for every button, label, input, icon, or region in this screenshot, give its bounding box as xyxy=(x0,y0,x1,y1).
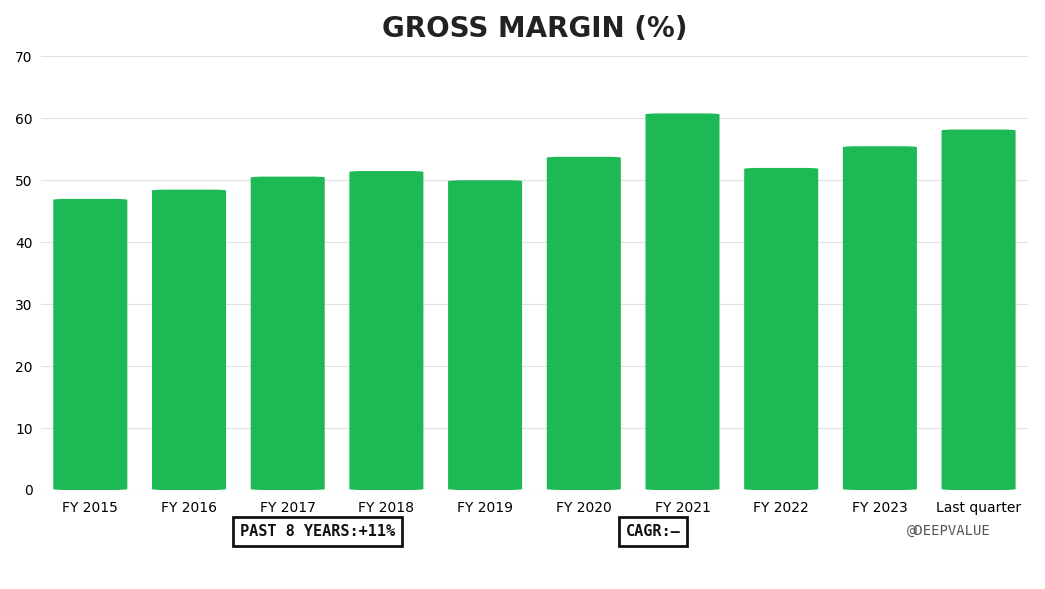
FancyBboxPatch shape xyxy=(152,190,226,490)
Text: PAST 8 YEARS:+11%: PAST 8 YEARS:+11% xyxy=(239,524,395,539)
FancyBboxPatch shape xyxy=(744,168,818,490)
FancyBboxPatch shape xyxy=(942,130,1016,490)
FancyBboxPatch shape xyxy=(251,177,325,490)
FancyBboxPatch shape xyxy=(349,171,423,490)
Text: CAGR:–: CAGR:– xyxy=(626,524,680,539)
FancyBboxPatch shape xyxy=(448,180,522,490)
FancyBboxPatch shape xyxy=(547,157,621,490)
FancyBboxPatch shape xyxy=(646,114,720,490)
FancyBboxPatch shape xyxy=(53,199,127,490)
Title: GROSS MARGIN (%): GROSS MARGIN (%) xyxy=(381,15,688,43)
FancyBboxPatch shape xyxy=(843,146,916,490)
Text: @DEEPVALUE: @DEEPVALUE xyxy=(907,524,991,538)
